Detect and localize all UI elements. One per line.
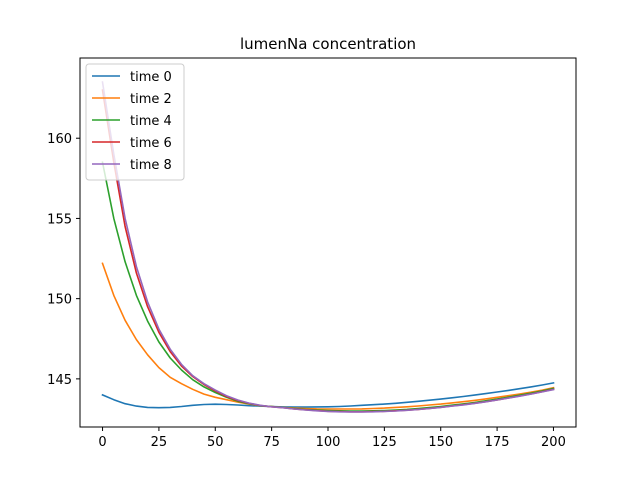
plot-lines	[101, 81, 555, 413]
legend-label: time 4	[130, 114, 172, 129]
x-tick-label: 200	[541, 435, 566, 450]
x-tick-label: 125	[372, 435, 397, 450]
x-tick-label: 150	[428, 435, 453, 450]
x-tick-label: 175	[485, 435, 510, 450]
x-tick-label: 25	[151, 435, 168, 450]
series-line-5	[101, 81, 555, 413]
legend-box	[85, 63, 185, 181]
x-tick-label: 75	[263, 435, 280, 450]
x-tick-label: 100	[316, 435, 341, 450]
y-tick-label: 160	[47, 132, 72, 147]
legend-label: time 6	[130, 136, 172, 151]
x-tick-label: 0	[98, 435, 106, 450]
y-tick-label: 145	[47, 373, 72, 388]
legend: time 0 time 2 time 4 time 6 time 8	[85, 63, 185, 181]
legend-label: time 2	[130, 92, 172, 107]
x-tick-label: 50	[207, 435, 224, 450]
chart-title: lumenNa concentration	[240, 35, 416, 53]
series-line-1	[101, 381, 555, 409]
y-tick-label: 155	[47, 212, 72, 227]
y-axis: 145 150 155 160	[47, 132, 80, 388]
legend-label: time 8	[130, 158, 172, 173]
x-axis: 0 25 50 75 100 125 150 175 200	[98, 427, 566, 450]
series-line-2	[101, 262, 555, 410]
plot-frame	[79, 57, 577, 428]
legend-label: time 0	[130, 70, 172, 85]
y-tick-label: 150	[47, 293, 72, 308]
